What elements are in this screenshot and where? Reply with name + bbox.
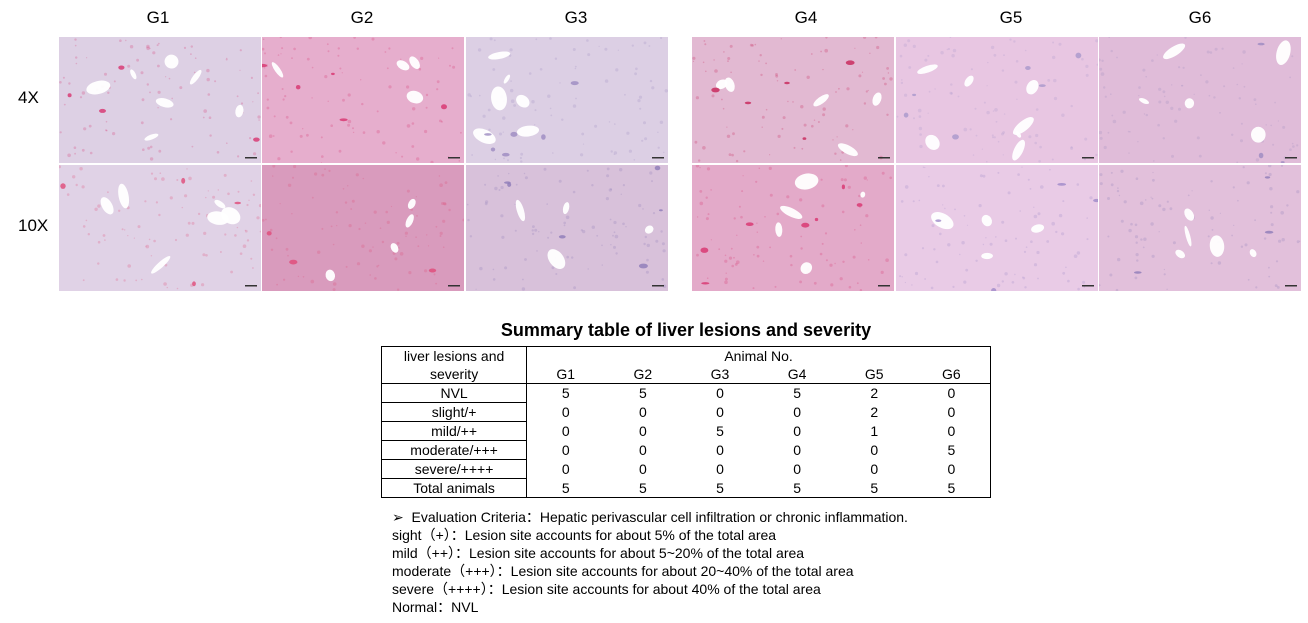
cell-value: 0: [638, 404, 647, 420]
criteria-line-3: mild（++）：Lesion site accounts for about …: [392, 545, 805, 561]
cell-value: 5: [716, 479, 724, 496]
liver-histology-image: [692, 165, 894, 291]
cell-value: 0: [947, 385, 956, 402]
liver-histology-image: [262, 165, 464, 291]
liver-histology-image: [262, 37, 464, 163]
cell-value: 0: [793, 404, 801, 420]
column-label-g6: G6: [1188, 8, 1212, 27]
group-header-g1: G1: [526, 365, 605, 384]
criteria-line-2: sight（+）：Lesion site accounts for about …: [392, 527, 777, 543]
row-label: severe/++++: [381, 459, 528, 479]
group-header-g6: G6: [912, 365, 991, 384]
table-header-row-1: liver lesions and severity Animal No.: [381, 346, 991, 384]
criteria-text-1: Evaluation Criteria：Hepatic perivascular…: [411, 509, 908, 525]
cell-value: 0: [638, 423, 647, 439]
liver-histology-image: [896, 37, 1098, 163]
table-body: NVL 5 5 0 5 2 0 slight/+ 0 0 0 0 2 0 mild/++ 0 0 5 0 1 0 mode…: [381, 383, 991, 498]
row-label: slight/+: [381, 402, 528, 422]
cell-value: 0: [716, 385, 724, 402]
row-label-10x: 10X: [18, 216, 49, 235]
liver-histology-image: [59, 165, 261, 291]
cell-value: 0: [716, 442, 724, 458]
group-header-g5: G5: [835, 365, 913, 384]
cell-value: 5: [716, 423, 724, 439]
criteria-line-4: moderate（+++）：Lesion site accounts for a…: [392, 563, 854, 579]
cell-value: 0: [870, 442, 879, 458]
cell-value: 0: [561, 442, 570, 458]
liver-histology-image: [466, 165, 668, 291]
liver-histology-image: [1099, 37, 1301, 163]
row-label: NVL: [381, 383, 528, 403]
column-label-g3: G3: [564, 8, 588, 27]
cell-value: 5: [561, 385, 570, 402]
label-header-line2: severity: [429, 366, 479, 382]
row-label-4x: 4X: [18, 88, 39, 107]
animal-no-header: Animal No.: [724, 348, 793, 364]
cell-value: 5: [561, 479, 570, 496]
cell-value: 5: [638, 479, 647, 496]
table-row: NVL 5 5 0 5 2 0: [381, 383, 991, 403]
cell-value: 1: [870, 423, 879, 439]
cell-value: 5: [947, 479, 956, 496]
cell-value: 0: [793, 423, 801, 439]
liver-histology-image: [59, 37, 261, 163]
table-row: mild/++ 0 0 5 0 1 0: [381, 421, 991, 441]
table-row: severe/++++ 0 0 0 0 0 0: [381, 459, 991, 479]
cell-value: 0: [561, 461, 570, 477]
cell-value: 2: [870, 385, 879, 402]
group-header-g4: G4: [758, 365, 836, 384]
cell-value: 5: [947, 442, 956, 458]
liver-histology-image: [1099, 165, 1301, 291]
cell-value: 0: [561, 423, 570, 439]
arrow-bullet-icon: ➢: [392, 509, 404, 525]
cell-value: 5: [870, 479, 879, 496]
cell-value: 0: [870, 461, 879, 477]
evaluation-criteria: ➢ Evaluation Criteria：Hepatic perivascul…: [392, 508, 908, 616]
row-label: moderate/+++: [381, 440, 528, 460]
liver-histology-image: [466, 37, 668, 163]
label-header: liver lesions and severity: [381, 346, 528, 384]
cell-value: 0: [793, 442, 801, 458]
cell-value: 0: [561, 404, 570, 420]
criteria-line-6: Normal：NVL: [392, 599, 479, 615]
cell-value: 0: [793, 461, 801, 477]
cell-value: 0: [947, 423, 956, 439]
liver-histology-image: [896, 165, 1098, 291]
cell-value: 0: [947, 461, 956, 477]
row-label: mild/++: [381, 421, 528, 441]
criteria-line-1: ➢ Evaluation Criteria：Hepatic perivascul…: [392, 508, 908, 526]
cell-value: 0: [716, 404, 724, 420]
column-label-g2: G2: [350, 8, 374, 27]
liver-histology-image: [692, 37, 894, 163]
cell-value: 5: [638, 385, 647, 402]
group-header-g2: G2: [604, 365, 682, 384]
table-title: Summary table of liver lesions and sever…: [500, 320, 872, 340]
cell-value: 0: [638, 461, 647, 477]
cell-value: 5: [793, 385, 801, 402]
table-header-row-2: G1 G2 G3 G4 G5 G6: [382, 365, 991, 384]
cell-value: 0: [716, 461, 724, 477]
table-row: Total animals 5 5 5 5 5 5: [381, 478, 991, 498]
cell-value: 5: [793, 479, 801, 496]
label-header-line1: liver lesions and: [403, 348, 505, 364]
row-label: Total animals: [381, 478, 528, 498]
table-row: slight/+ 0 0 0 0 2 0: [381, 402, 991, 422]
summary-table: liver lesions and severity Animal No. G1…: [381, 346, 991, 498]
column-label-g4: G4: [794, 8, 818, 27]
cell-value: 0: [638, 442, 647, 458]
table-row: moderate/+++ 0 0 0 0 0 5: [381, 440, 991, 460]
cell-value: 2: [870, 404, 879, 420]
column-label-g5: G5: [999, 8, 1023, 27]
criteria-line-5: severe（++++）：Lesion site accounts for ab…: [392, 581, 821, 597]
column-label-g1: G1: [146, 8, 170, 27]
group-header-g3: G3: [681, 365, 759, 384]
cell-value: 0: [947, 404, 956, 420]
